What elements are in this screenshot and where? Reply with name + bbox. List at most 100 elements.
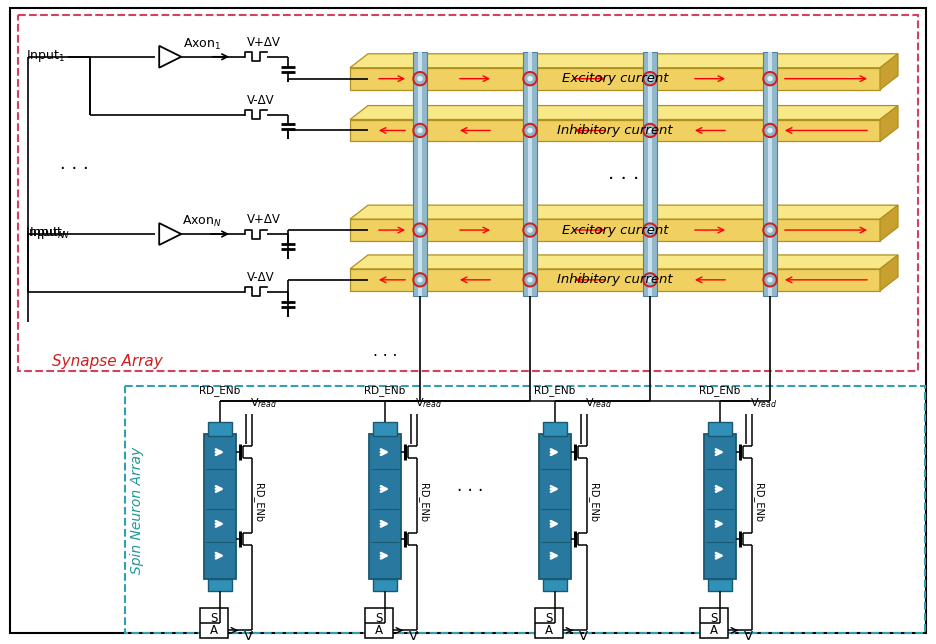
Text: V: V [408,630,417,643]
Text: · · ·: · · · [457,482,483,500]
Text: S: S [375,612,382,625]
Bar [204,434,236,578]
Bar [538,434,570,578]
Text: S: S [210,612,217,625]
Circle shape [762,273,776,287]
Text: RD_ENb: RD_ENb [752,484,763,522]
Text: V$_{read}$: V$_{read}$ [584,397,612,410]
Text: Inhibitory current: Inhibitory current [557,124,672,137]
Circle shape [648,278,651,282]
Polygon shape [879,106,897,142]
Bar [124,386,924,634]
Text: Input$_N$: Input$_N$ [25,225,66,241]
Bar [642,52,656,296]
Text: Input$_N$: Input$_N$ [29,225,69,241]
Circle shape [762,223,776,237]
Bar [373,578,397,591]
Bar [365,609,392,638]
Circle shape [413,71,427,86]
Bar [373,422,397,436]
Bar [208,422,232,436]
Text: RD_ENb: RD_ENb [534,386,575,396]
Polygon shape [350,120,879,142]
Circle shape [642,124,656,137]
Circle shape [417,278,421,282]
Polygon shape [879,255,897,291]
Circle shape [522,71,536,86]
Polygon shape [350,205,897,219]
Text: V+ΔV: V+ΔV [247,36,281,49]
Circle shape [524,73,534,84]
Polygon shape [350,255,897,269]
Bar [708,578,731,591]
Circle shape [764,126,774,135]
Circle shape [642,273,656,287]
Text: Excitory current: Excitory current [562,223,667,236]
Text: · · ·: · · · [607,170,639,189]
Circle shape [762,124,776,137]
Bar [208,578,232,591]
Bar [648,52,651,296]
Bar [543,578,566,591]
Circle shape [524,225,534,235]
Circle shape [522,273,536,287]
Circle shape [528,228,532,232]
Circle shape [764,73,774,84]
Text: Axon$_N$: Axon$_N$ [182,214,222,229]
Circle shape [644,73,654,84]
Text: Axon$_1$: Axon$_1$ [183,37,221,52]
Circle shape [642,223,656,237]
Bar [543,422,566,436]
Text: A: A [709,624,717,637]
Circle shape [644,126,654,135]
Text: Inhibitory current: Inhibitory current [557,273,672,287]
Circle shape [417,228,421,232]
Polygon shape [350,106,897,120]
Circle shape [415,275,425,285]
Circle shape [415,73,425,84]
Polygon shape [350,68,879,90]
Polygon shape [879,205,897,241]
Circle shape [762,71,776,86]
Text: Excitory current: Excitory current [562,72,667,85]
Bar [522,52,536,296]
Polygon shape [350,54,897,68]
Polygon shape [879,54,897,90]
Text: V$_{read}$: V$_{read}$ [415,397,442,410]
Text: A: A [210,624,218,637]
Bar [699,609,727,638]
Text: S: S [709,612,717,625]
Circle shape [413,223,427,237]
Polygon shape [350,219,879,241]
Circle shape [522,223,536,237]
Circle shape [528,77,532,80]
Text: · · ·: · · · [373,349,397,364]
Text: V-ΔV: V-ΔV [247,93,274,106]
Bar [708,422,731,436]
Bar [199,609,227,638]
Circle shape [768,77,771,80]
Text: RD_ENb: RD_ENb [253,484,263,522]
Bar [413,52,427,296]
Circle shape [415,126,425,135]
Text: V$_{read}$: V$_{read}$ [749,397,777,410]
Circle shape [648,128,651,133]
Circle shape [413,124,427,137]
Circle shape [648,228,651,232]
Circle shape [522,124,536,137]
Bar [369,434,401,578]
Circle shape [768,278,771,282]
Circle shape [768,228,771,232]
Text: A: A [545,624,552,637]
Bar [417,52,421,296]
Polygon shape [159,223,181,245]
Circle shape [528,128,532,133]
Circle shape [642,71,656,86]
Circle shape [764,225,774,235]
Text: Input$_1$: Input$_1$ [26,48,65,64]
Bar [534,609,563,638]
Circle shape [644,275,654,285]
Text: V$_{read}$: V$_{read}$ [250,397,277,410]
Circle shape [413,273,427,287]
Text: Synapse Array: Synapse Array [51,354,163,370]
